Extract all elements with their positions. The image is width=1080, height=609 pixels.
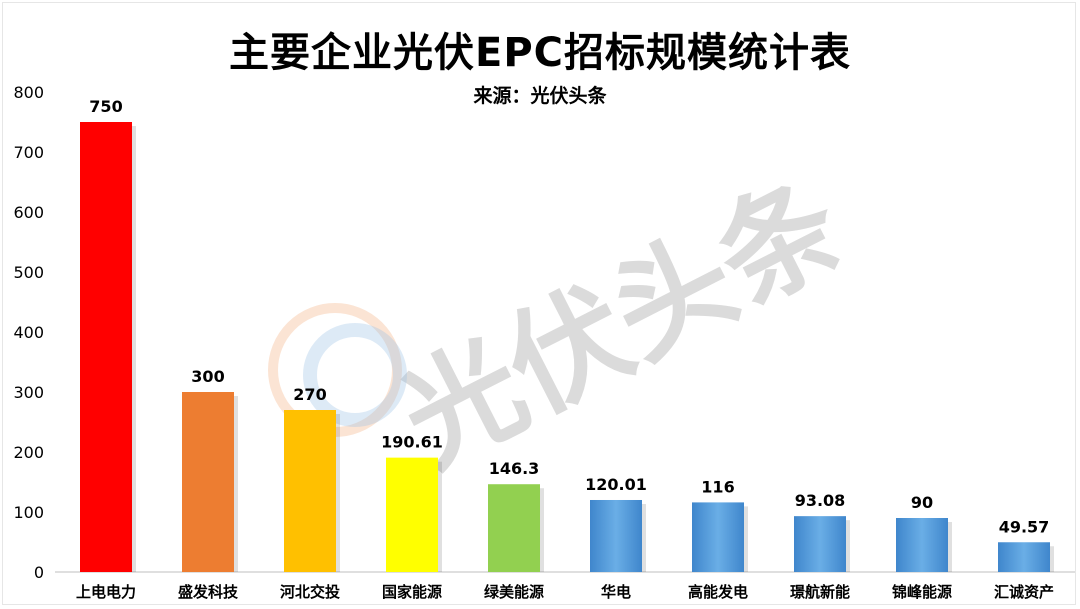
bar-9 bbox=[896, 518, 948, 572]
bars bbox=[80, 122, 1054, 572]
bar-8 bbox=[794, 516, 846, 572]
y-tick-label: 600 bbox=[13, 203, 44, 222]
data-label: 146.3 bbox=[489, 459, 540, 478]
x-tick-label: 国家能源 bbox=[382, 583, 442, 601]
data-label: 116 bbox=[701, 477, 734, 496]
y-tick-label: 800 bbox=[13, 83, 44, 102]
data-label: 190.61 bbox=[381, 433, 443, 452]
y-tick-label: 400 bbox=[13, 323, 44, 342]
y-tick-label: 300 bbox=[13, 383, 44, 402]
x-tick-label: 锦峰能源 bbox=[892, 583, 952, 601]
bar-4 bbox=[386, 457, 438, 572]
axes: 0 100 200 300 400 500 600 700 800 bbox=[13, 83, 1075, 582]
x-tick-label: 高能发电 bbox=[688, 583, 748, 601]
watermark-text: 光伏头条 bbox=[380, 155, 863, 492]
labels: 750 上电电力 300 盛发科技 270 河北交投 190.61 国家能源 146.3 绿美能源… bbox=[76, 97, 1054, 601]
bar-2 bbox=[182, 392, 234, 572]
data-label: 93.08 bbox=[795, 491, 846, 510]
y-tick-label: 500 bbox=[13, 263, 44, 282]
data-label: 49.57 bbox=[999, 517, 1050, 536]
data-label: 120.01 bbox=[585, 475, 647, 494]
x-tick-label: 汇诚资产 bbox=[994, 583, 1054, 601]
y-tick-label: 100 bbox=[13, 503, 44, 522]
x-tick-label: 上电电力 bbox=[76, 583, 136, 601]
chart-subtitle: 来源：光伏头条 bbox=[473, 85, 607, 107]
x-tick-label: 华电 bbox=[601, 583, 631, 601]
bar-3 bbox=[284, 410, 336, 572]
x-tick-label: 盛发科技 bbox=[178, 583, 239, 601]
bar-7 bbox=[692, 502, 744, 572]
data-label: 750 bbox=[89, 97, 122, 116]
bar-10 bbox=[998, 542, 1050, 572]
y-tick-label: 700 bbox=[13, 143, 44, 162]
watermark-logo-inner-icon bbox=[303, 323, 407, 427]
x-tick-label: 河北交投 bbox=[280, 583, 340, 601]
bar-6 bbox=[590, 499, 642, 572]
y-tick-label: 0 bbox=[34, 563, 44, 582]
y-tick-label: 200 bbox=[13, 443, 44, 462]
x-tick-label: 绿美能源 bbox=[484, 583, 544, 601]
chart-title: 主要企业光伏EPC招标规模统计表 bbox=[229, 30, 851, 76]
watermark: 光伏头条 bbox=[268, 155, 863, 492]
bar-5 bbox=[488, 484, 540, 572]
data-label: 300 bbox=[191, 367, 224, 386]
data-label: 90 bbox=[911, 493, 933, 512]
x-tick-label: 璟航新能 bbox=[790, 583, 850, 601]
bar-1 bbox=[80, 122, 132, 572]
data-label: 270 bbox=[293, 385, 326, 404]
